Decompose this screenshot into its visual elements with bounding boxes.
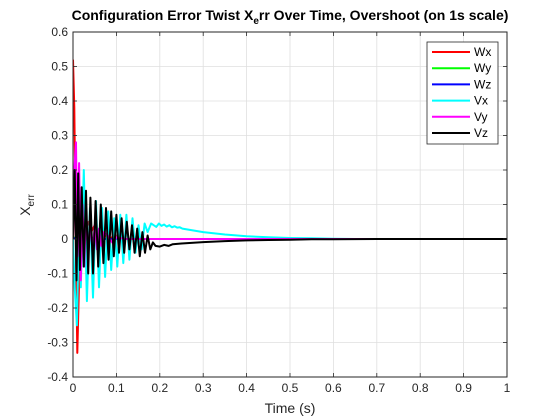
legend-label-wy: Wy (474, 61, 491, 75)
y-tick-label: 0.2 (51, 163, 68, 177)
x-tick-label: 0.1 (108, 381, 125, 395)
y-tick-label: 0.1 (51, 198, 68, 212)
x-tick-label: 0.4 (238, 381, 255, 395)
x-tick-label: 0 (70, 381, 77, 395)
y-tick-label: -0.1 (47, 267, 68, 281)
legend-label-wx: Wx (474, 45, 491, 59)
legend: Wx Wy Wz Vx Vy Vz (426, 41, 499, 145)
series-line-vz (73, 169, 507, 282)
y-tick-label: 0.3 (51, 129, 68, 143)
series-layer (73, 59, 507, 354)
legend-label-vx: Vx (474, 94, 488, 108)
x-tick-label: 0.8 (412, 381, 429, 395)
chart-title: Configuration Error Twist Xerr Over Time… (72, 7, 509, 27)
y-tick-label: -0.3 (47, 336, 68, 350)
x-tick-label: 0.6 (325, 381, 342, 395)
legend-label-vy: Vy (474, 110, 488, 124)
y-tick-label: -0.2 (47, 301, 68, 315)
x-tick-label: 0.7 (368, 381, 385, 395)
legend-label-wz: Wz (474, 77, 491, 91)
tick-marks (72, 31, 508, 378)
x-tick-label: 0.3 (195, 381, 212, 395)
y-tick-label: 0.5 (51, 60, 68, 74)
y-tick-labels: -0.4 -0.3 -0.2 -0.1 0 0.1 0.2 0.3 0.4 0.5 0.6 (47, 25, 68, 384)
x-tick-label: 0.5 (282, 381, 299, 395)
y-axis-label: Xerr (17, 194, 37, 216)
x-tick-label: 1 (504, 381, 511, 395)
y-tick-label: 0.6 (51, 25, 68, 39)
y-tick-label: 0 (61, 232, 68, 246)
legend-label-vz: Vz (474, 126, 488, 140)
x-tick-label: 0.9 (455, 381, 472, 395)
x-axis-label: Time (s) (265, 400, 316, 416)
x-tick-label: 0.2 (151, 381, 168, 395)
legend-box (426, 41, 499, 145)
y-tick-label: -0.4 (47, 370, 68, 384)
y-tick-label: 0.4 (51, 94, 68, 108)
x-tick-labels: 0 0.1 0.2 0.3 0.4 0.5 0.6 0.7 0.8 0.9 1 (70, 381, 511, 395)
